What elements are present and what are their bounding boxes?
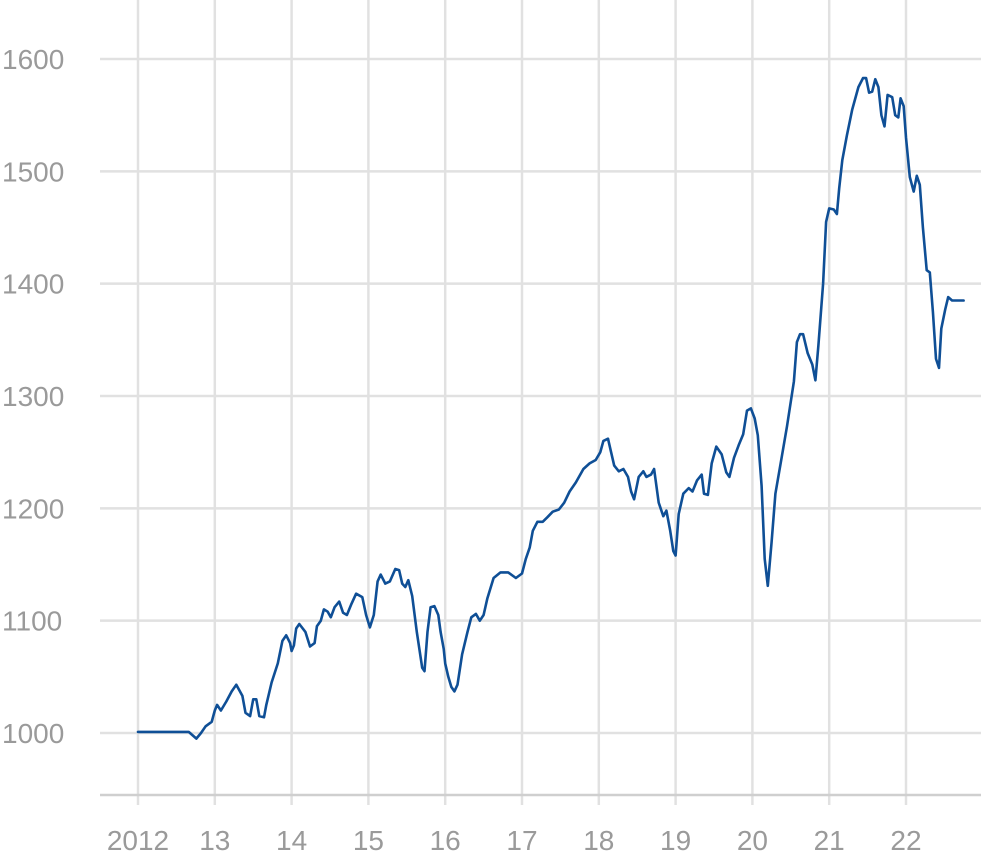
x-tick-label: 13 [199,825,230,856]
x-tick-label: 20 [737,825,768,856]
y-tick-label: 1400 [2,269,64,300]
series-layer [138,78,964,739]
y-tick-label: 1000 [2,718,64,749]
y-tick-labels: 1000 1100 1200 1300 1400 1500 1600 [2,44,64,749]
x-tick-label: 15 [353,825,384,856]
x-tick-label: 16 [430,825,461,856]
x-tick-label: 21 [814,825,845,856]
y-tick-label: 1300 [2,381,64,412]
series-line [138,78,964,739]
y-tick-label: 1600 [2,44,64,75]
x-tick-label: 2012 [107,825,169,856]
x-tick-labels: 2012 13 14 15 16 17 18 19 20 21 22 [107,825,922,856]
y-tick-label: 1500 [2,156,64,187]
x-tick-label: 22 [890,825,921,856]
x-tick-label: 19 [660,825,691,856]
y-tick-label: 1100 [2,606,62,637]
x-tick-label: 17 [506,825,537,856]
y-tick-label: 1200 [2,493,64,524]
x-tick-label: 14 [276,825,307,856]
x-tick-label: 18 [583,825,614,856]
